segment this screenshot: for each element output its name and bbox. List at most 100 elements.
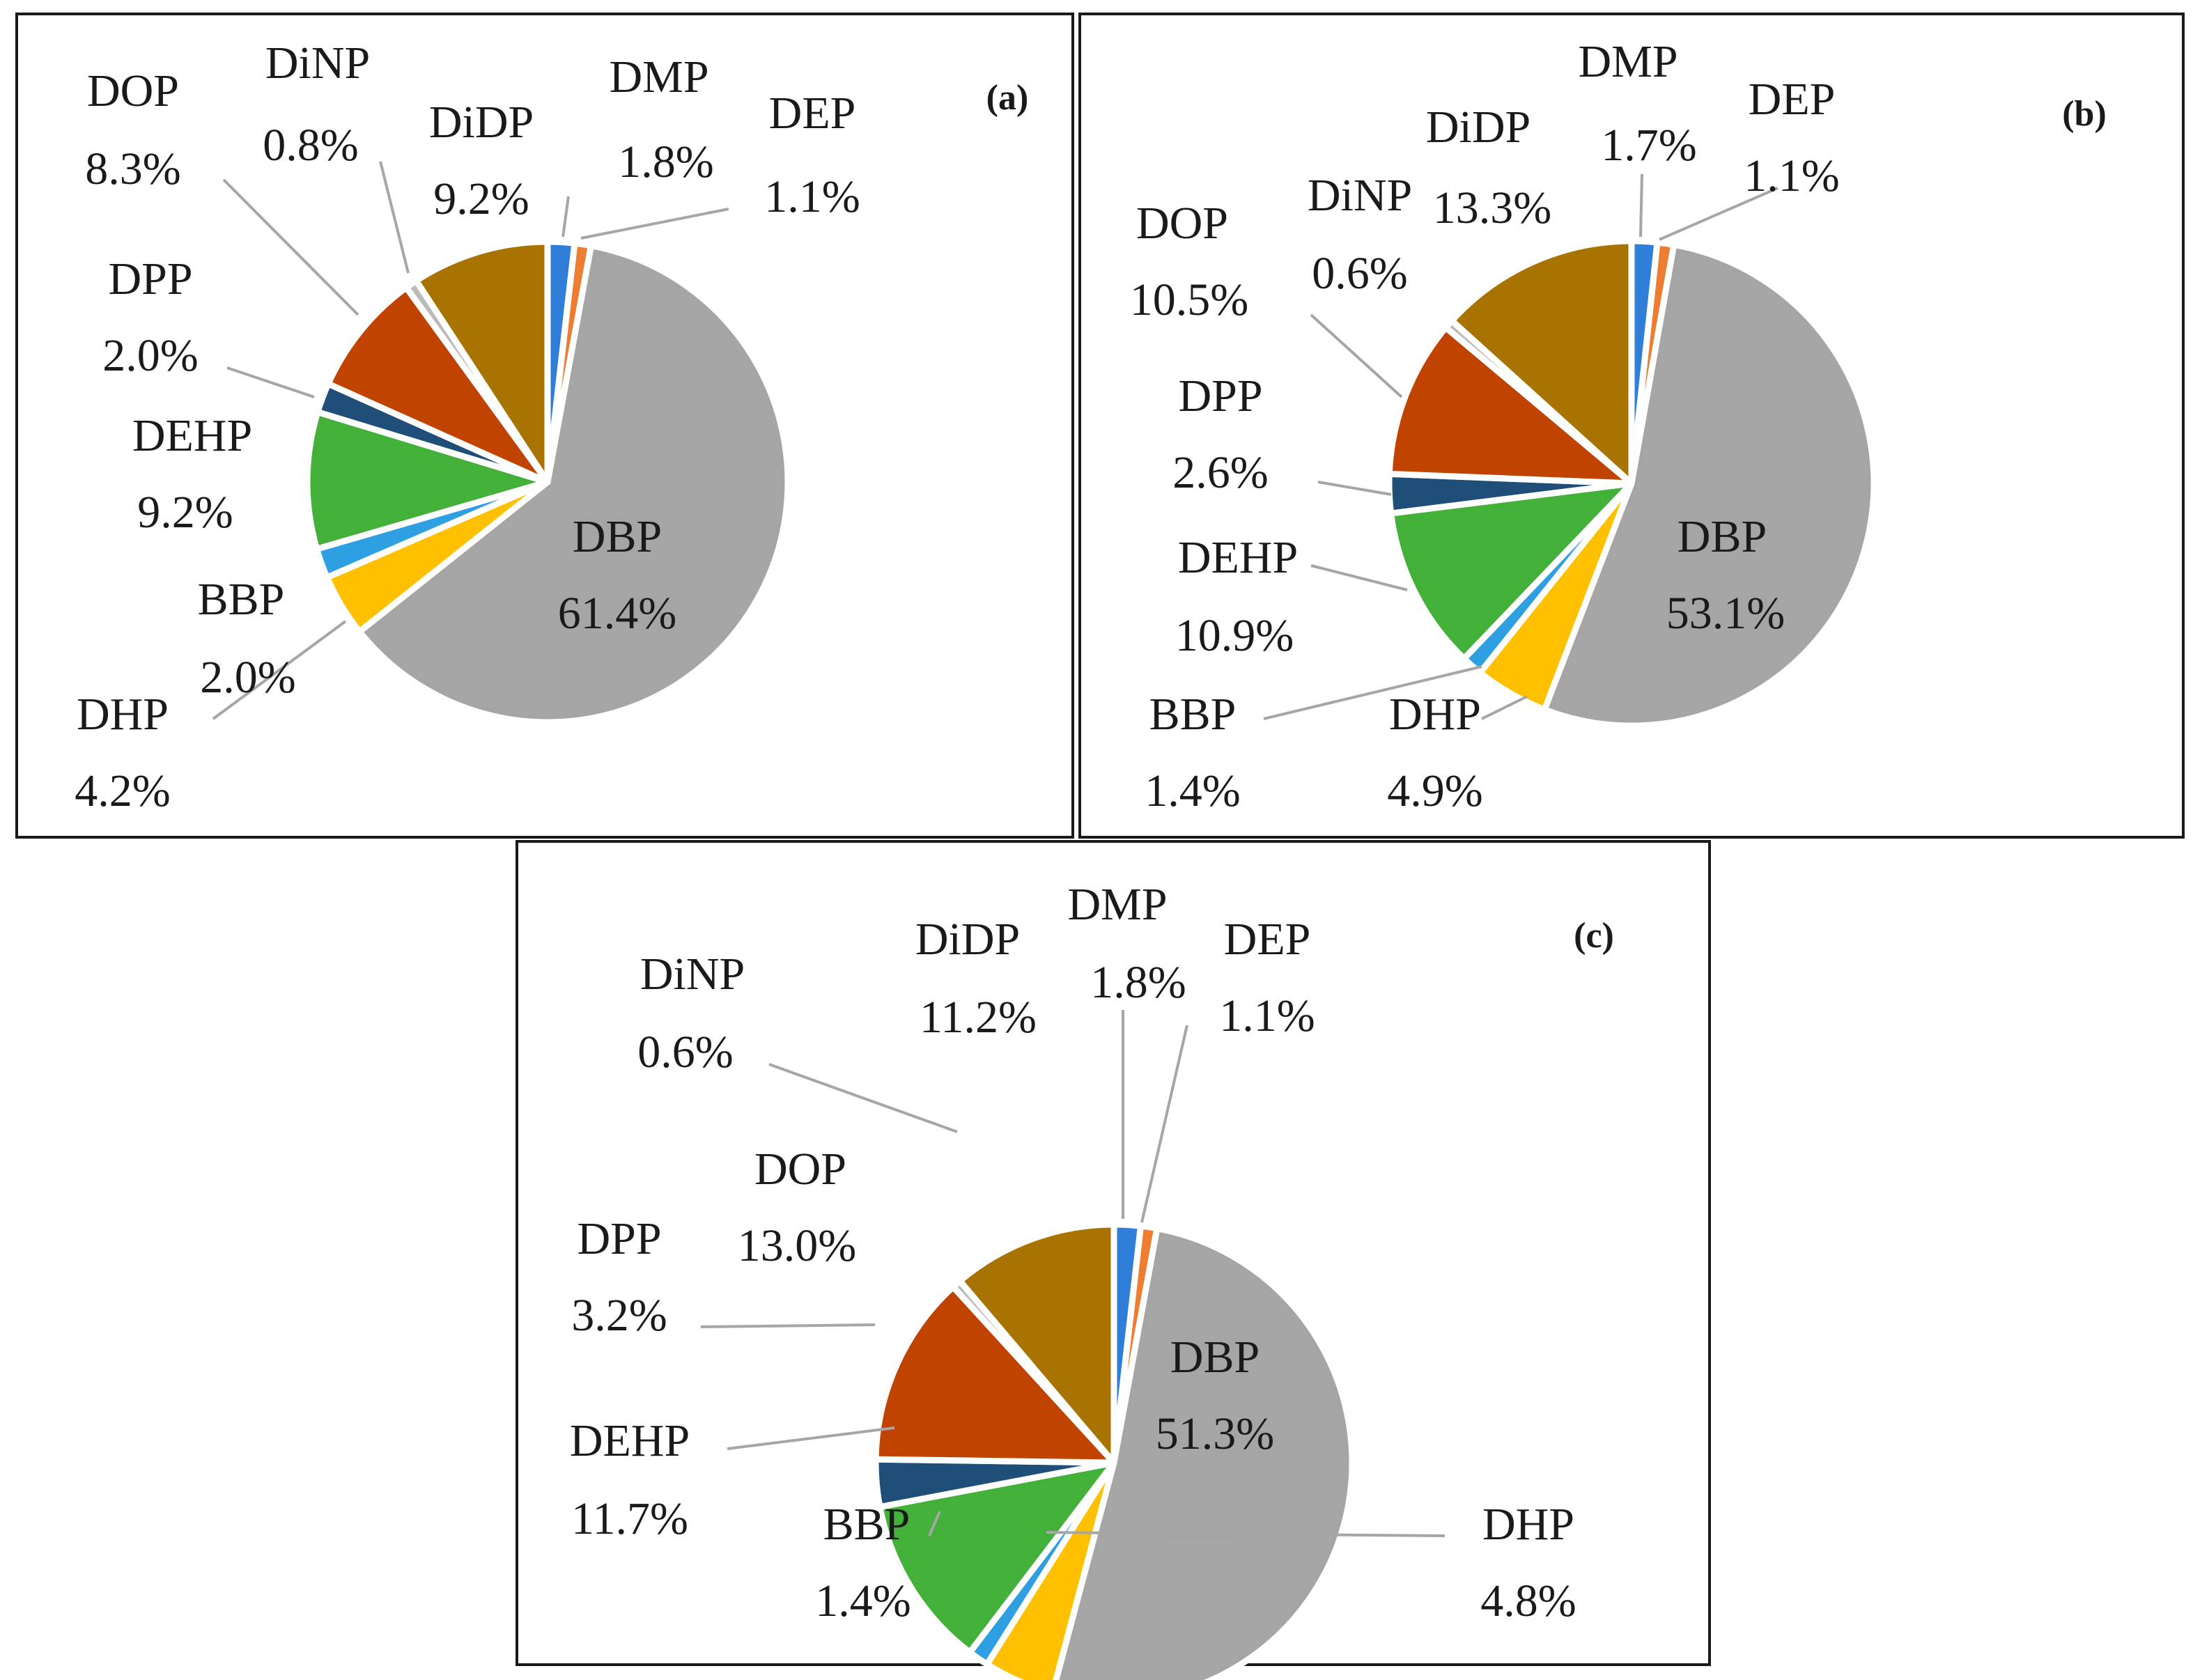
pie-slice-dop: [325, 284, 551, 485]
slice-percent-dop: 10.5%: [1130, 274, 1248, 325]
leader-line-bbp: [928, 1511, 941, 1537]
leader-line-dinp: [379, 161, 410, 274]
slice-label-bbp: BBP: [198, 574, 285, 625]
slice-percent-bbp: 1.4%: [1145, 765, 1240, 816]
leader-line-dmp: [1639, 173, 1643, 238]
panel-label: (a): [986, 78, 1029, 118]
pie-slice-dop: [1386, 324, 1635, 487]
leader-line-dmp: [561, 196, 570, 238]
slice-percent-dpp: 3.2%: [571, 1290, 667, 1341]
slice-percent-dehp: 9.2%: [137, 487, 233, 538]
slice-label-dep: DEP: [1749, 74, 1836, 125]
slice-label-dmp: DMP: [1578, 36, 1677, 87]
slice-percent-dmp: 1.7%: [1601, 120, 1696, 171]
pie-slice-dehp: [1388, 480, 1635, 662]
slice-label-dehp: DEHP: [132, 410, 252, 461]
slice-label-dhp: DHP: [1482, 1499, 1574, 1550]
slice-percent-dmp: 1.8%: [618, 137, 713, 187]
pie-slice-didp: [1448, 238, 1635, 487]
slice-percent-dpp: 2.0%: [102, 330, 198, 381]
slice-percent-dbp: 61.4%: [558, 588, 676, 639]
slice-percent-dhp: 4.9%: [1387, 765, 1482, 816]
pie-slice-didp: [956, 1221, 1117, 1466]
slice-percent-dmp: 1.8%: [1090, 957, 1186, 1008]
slice-label-dep: DEP: [769, 88, 856, 139]
slice-label-dop: DOP: [754, 1144, 846, 1195]
slice-percent-dep: 1.1%: [1744, 150, 1839, 201]
slice-label-dop: DOP: [1136, 198, 1228, 249]
pie-slice-dehp: [876, 1459, 1117, 1656]
pie-slice-didp: [412, 238, 551, 485]
pie-slice-dop: [872, 1284, 1117, 1466]
slice-percent-dinp: 0.8%: [263, 120, 358, 171]
leader-line-dehp: [727, 1426, 895, 1450]
slice-label-bbp: BBP: [823, 1499, 910, 1550]
leader-line-bbp: [1263, 665, 1482, 720]
leader-line-dehp: [1310, 564, 1408, 591]
leader-line-dop: [222, 178, 359, 316]
slice-label-dbp: DBP: [1677, 511, 1767, 562]
slice-percent-dinp: 0.6%: [637, 1027, 733, 1078]
leader-line-dop: [1310, 313, 1403, 398]
pie-slice-dbp: [356, 242, 791, 726]
slice-percent-dhp: 4.8%: [1480, 1576, 1576, 1626]
pie-panel-c: DMP 1.8% DEP 1.1% DBP 51.3% DHP 4.8% BBP 1.4% DEHP…: [516, 840, 1711, 1680]
slice-percent-bbp: 1.4%: [815, 1576, 910, 1626]
slice-label-dinp: DiNP: [640, 949, 745, 1000]
slice-percent-dpp: 2.6%: [1172, 447, 1268, 498]
slice-label-dpp: DPP: [1178, 371, 1262, 421]
leader-line-dhp: [1481, 695, 1528, 720]
slice-label-dinp: DiNP: [1308, 170, 1412, 221]
leader-line-dhp: [1046, 1531, 1446, 1537]
panel-label: (b): [2062, 94, 2107, 134]
leader-line-dep: [1140, 1025, 1188, 1223]
slice-percent-didp: 11.2%: [920, 992, 1037, 1043]
leader-line-dep: [1659, 187, 1779, 241]
pie-slice-dbp: [1053, 1225, 1356, 1680]
slice-percent-dep: 1.1%: [764, 171, 860, 222]
slice-label-dop: DOP: [87, 65, 179, 116]
leader-line-dhp: [212, 620, 347, 720]
slice-label-dmp: DMP: [1067, 879, 1167, 930]
pie-panel-b: DMP 1.7% DEP 1.1% DBP 53.1% DHP 4.9% BBP 1.4% DEHP…: [1078, 13, 2185, 839]
slice-label-dpp: DPP: [108, 254, 192, 304]
pie-slice-dehp: [304, 409, 551, 552]
leader-line-dpp: [700, 1323, 876, 1328]
pie-chart-a: DMP 1.8% DEP 1.1% DBP 61.4% DHP 4.2% BBP 2.0% DEHP…: [75, 38, 1029, 816]
panel-label: (c): [1574, 916, 1614, 956]
slice-label-dmp: DMP: [609, 52, 708, 102]
pie-panel-a: DMP 1.8% DEP 1.1% DBP 61.4% DHP 4.2% BBP 2.0% DEHP…: [15, 13, 1074, 839]
slice-percent-dop: 13.0%: [738, 1220, 856, 1271]
pie-chart-b: DMP 1.7% DEP 1.1% DBP 53.1% DHP 4.9% BBP 1.4% DEHP…: [1130, 36, 2107, 816]
pie-slice-dbp: [1541, 241, 1877, 729]
slice-percent-dehp: 10.9%: [1175, 610, 1294, 661]
slice-label-didp: DiDP: [915, 914, 1020, 965]
slice-label-dep: DEP: [1224, 914, 1311, 965]
slice-percent-didp: 13.3%: [1433, 182, 1551, 233]
slice-label-dhp: DHP: [77, 689, 169, 740]
slice-percent-dehp: 11.7%: [571, 1493, 688, 1544]
pie-chart-c: DMP 1.8% DEP 1.1% DBP 51.3% DHP 4.8% BBP 1.4% DEHP…: [570, 879, 1614, 1680]
slice-percent-dop: 8.3%: [85, 143, 180, 194]
slice-percent-didp: 9.2%: [433, 173, 529, 224]
slice-label-dpp: DPP: [577, 1213, 661, 1264]
leader-line-dep: [580, 208, 729, 240]
slice-percent-bbp: 2.0%: [200, 652, 295, 703]
slice-percent-dinp: 0.6%: [1312, 248, 1407, 299]
leader-line-dpp: [1317, 481, 1392, 496]
slice-label-dinp: DiNP: [265, 38, 370, 88]
slice-label-dbp: DBP: [1170, 1332, 1260, 1383]
slice-label-bbp: BBP: [1149, 689, 1237, 740]
slice-label-dehp: DEHP: [1178, 532, 1298, 583]
slice-label-dbp: DBP: [573, 511, 662, 562]
slice-percent-dep: 1.1%: [1219, 990, 1315, 1041]
slice-label-didp: DiDP: [429, 97, 534, 148]
slice-label-dhp: DHP: [1389, 689, 1481, 740]
slice-percent-dhp: 4.2%: [75, 765, 170, 816]
slice-percent-dbp: 53.1%: [1666, 588, 1785, 639]
leader-line-dinp: [768, 1063, 958, 1133]
leader-line-dpp: [226, 366, 315, 398]
slice-percent-dbp: 51.3%: [1156, 1408, 1274, 1459]
slice-label-dehp: DEHP: [570, 1415, 690, 1466]
slice-label-didp: DiDP: [1426, 102, 1531, 153]
